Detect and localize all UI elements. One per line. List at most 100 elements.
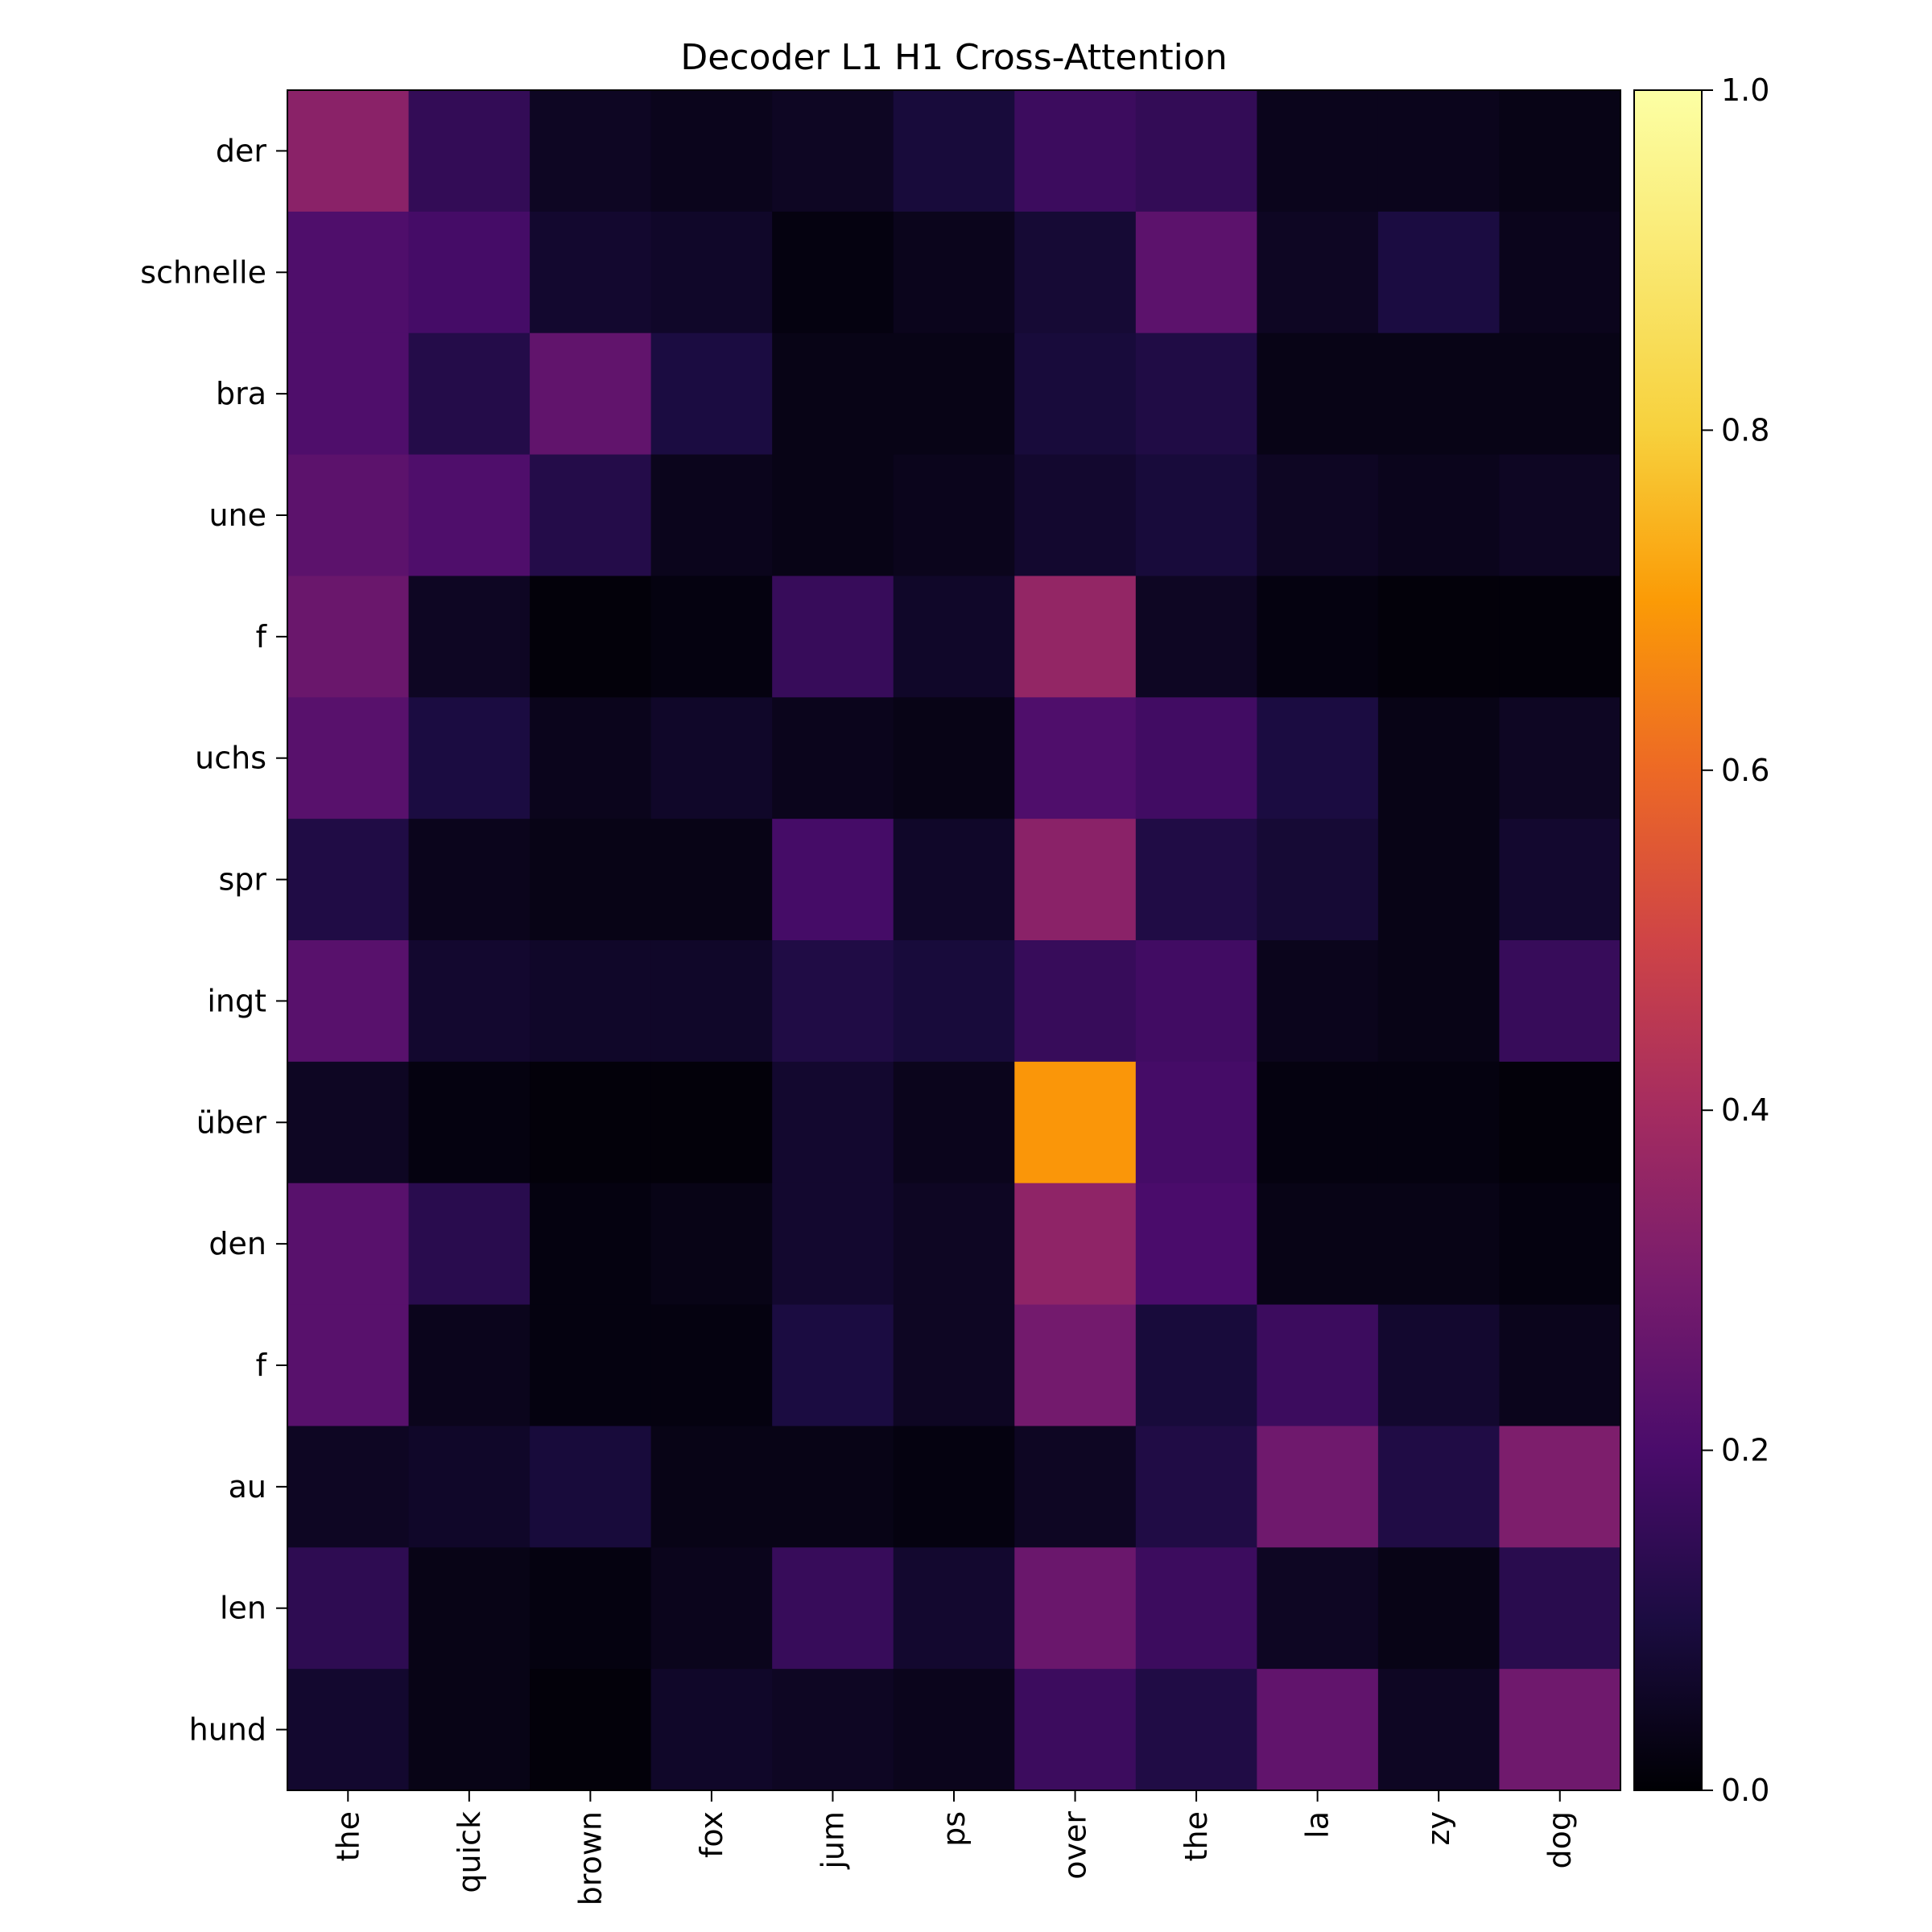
- heatmap-cell: [1014, 576, 1137, 698]
- heatmap-cell: [650, 576, 773, 698]
- heatmap-cell: [1377, 211, 1501, 334]
- heatmap-cell: [1377, 940, 1501, 1063]
- heatmap-cell: [1499, 697, 1621, 819]
- heatmap-cell: [287, 1547, 410, 1670]
- heatmap-cell: [1135, 1669, 1257, 1791]
- heatmap-cell: [650, 1304, 773, 1427]
- heatmap-cell: [1135, 576, 1257, 698]
- colorbar-tick-label: 0.2: [1721, 1433, 1769, 1468]
- heatmap-cell: [1257, 576, 1379, 698]
- heatmap-cell: [893, 576, 1015, 698]
- heatmap-cell: [893, 1547, 1015, 1670]
- heatmap-cell: [287, 1183, 410, 1306]
- heatmap-cell: [1377, 1061, 1501, 1184]
- heatmap-cell: [893, 1304, 1015, 1427]
- colorbar-tick-label: 0.4: [1721, 1092, 1769, 1128]
- heatmap-cell: [772, 332, 894, 456]
- heatmap-cell: [1014, 90, 1137, 213]
- colorbar-tick-label: 0.6: [1721, 753, 1769, 788]
- heatmap-cell: [1257, 1426, 1379, 1548]
- heatmap-cell: [1257, 697, 1379, 819]
- heatmap-cell: [530, 1669, 652, 1791]
- heatmap-cell: [1257, 1061, 1379, 1184]
- heatmap-cell: [1257, 332, 1379, 456]
- heatmap-cell: [287, 940, 410, 1063]
- heatmap-cell: [530, 1547, 652, 1670]
- heatmap-cell: [1257, 1304, 1379, 1427]
- x-tick-label: zy: [1421, 1811, 1456, 1845]
- y-tick-label: une: [208, 497, 266, 533]
- x-axis: the quick brown fox jum ps over the la zy dog: [330, 1790, 1578, 1905]
- y-tick-label: ingt: [207, 983, 266, 1018]
- y-tick-label: spr: [218, 862, 266, 898]
- y-tick-label: au: [229, 1469, 266, 1505]
- heatmap-cell: [772, 1183, 894, 1306]
- x-tick-label: the: [330, 1811, 365, 1861]
- heatmap-cell: [772, 697, 894, 819]
- heatmap-cell: [650, 90, 773, 213]
- heatmap-cell: [1257, 1547, 1379, 1670]
- heatmap-cell: [650, 211, 773, 334]
- heatmap-cell: [1014, 1183, 1137, 1306]
- heatmap-cell: [893, 819, 1015, 941]
- heatmap-cell: [893, 1426, 1015, 1548]
- heatmap-cell: [1135, 697, 1257, 819]
- heatmap-cell: [287, 90, 410, 213]
- heatmap-cell: [1014, 211, 1137, 334]
- heatmap-cell: [1377, 697, 1501, 819]
- x-tick-label: dog: [1542, 1811, 1578, 1869]
- heatmap-cell: [650, 940, 773, 1063]
- y-tick-label: f: [256, 1348, 268, 1383]
- heatmap-cell: [650, 697, 773, 819]
- heatmap-cell: [650, 1669, 773, 1791]
- heatmap-cell: [893, 940, 1015, 1063]
- heatmap-cell: [772, 90, 894, 213]
- heatmap-cell: [1014, 1304, 1137, 1427]
- colorbar-tick-label: 1.0: [1721, 72, 1769, 108]
- heatmap-cell: [530, 332, 652, 456]
- heatmap-cell: [1377, 1669, 1501, 1791]
- heatmap-cell: [1499, 1547, 1621, 1670]
- heatmap-cell: [1257, 454, 1379, 577]
- heatmap-cell: [893, 454, 1015, 577]
- heatmap-cell: [408, 1426, 530, 1548]
- y-tick-label: bra: [216, 376, 266, 411]
- heatmap-cell: [1257, 1183, 1379, 1306]
- heatmap-cell: [1377, 1183, 1501, 1306]
- y-tick-label: uchs: [195, 741, 266, 776]
- heatmap-cell: [408, 332, 530, 456]
- heatmap-cell: [1257, 819, 1379, 941]
- heatmap-cell: [1014, 1669, 1137, 1791]
- heatmap-cell: [287, 1061, 410, 1184]
- heatmap-cell: [1257, 90, 1379, 213]
- heatmap-cell: [408, 697, 530, 819]
- heatmap-cell: [772, 576, 894, 698]
- colorbar-tick-label: 0.8: [1721, 412, 1769, 448]
- heatmap-cell: [408, 90, 530, 213]
- heatmap-cell: [287, 211, 410, 334]
- heatmap-cell: [650, 819, 773, 941]
- heatmap-cell: [1499, 1426, 1621, 1548]
- heatmap-cell: [772, 1304, 894, 1427]
- x-tick-label: fox: [694, 1811, 729, 1858]
- heatmap-cell: [1135, 819, 1257, 941]
- heatmap-cell: [530, 819, 652, 941]
- heatmap-cell: [893, 1061, 1015, 1184]
- x-tick-label: jum: [815, 1811, 850, 1870]
- heatmap-cell: [1377, 332, 1501, 456]
- heatmap-cell: [1014, 454, 1137, 577]
- colorbar-tick-label: 0.0: [1721, 1773, 1769, 1808]
- heatmap-cell: [530, 940, 652, 1063]
- y-tick-label: schnelle: [140, 254, 266, 290]
- heatmap-cell: [530, 454, 652, 577]
- heatmap-cell: [287, 332, 410, 456]
- y-axis: der schnelle bra une f uchs spr ingt über den f au l…: [140, 133, 287, 1748]
- heatmap-cell: [650, 454, 773, 577]
- y-tick-label: f: [256, 619, 268, 654]
- y-tick-label: hund: [189, 1712, 266, 1748]
- chart-title: Decoder L1 H1 Cross-Attention: [680, 37, 1227, 78]
- heatmap-cell: [1499, 211, 1621, 334]
- heatmap-cell: [408, 211, 530, 334]
- heatmap-cell: [1135, 332, 1257, 456]
- heatmap-cells: [287, 90, 1621, 1791]
